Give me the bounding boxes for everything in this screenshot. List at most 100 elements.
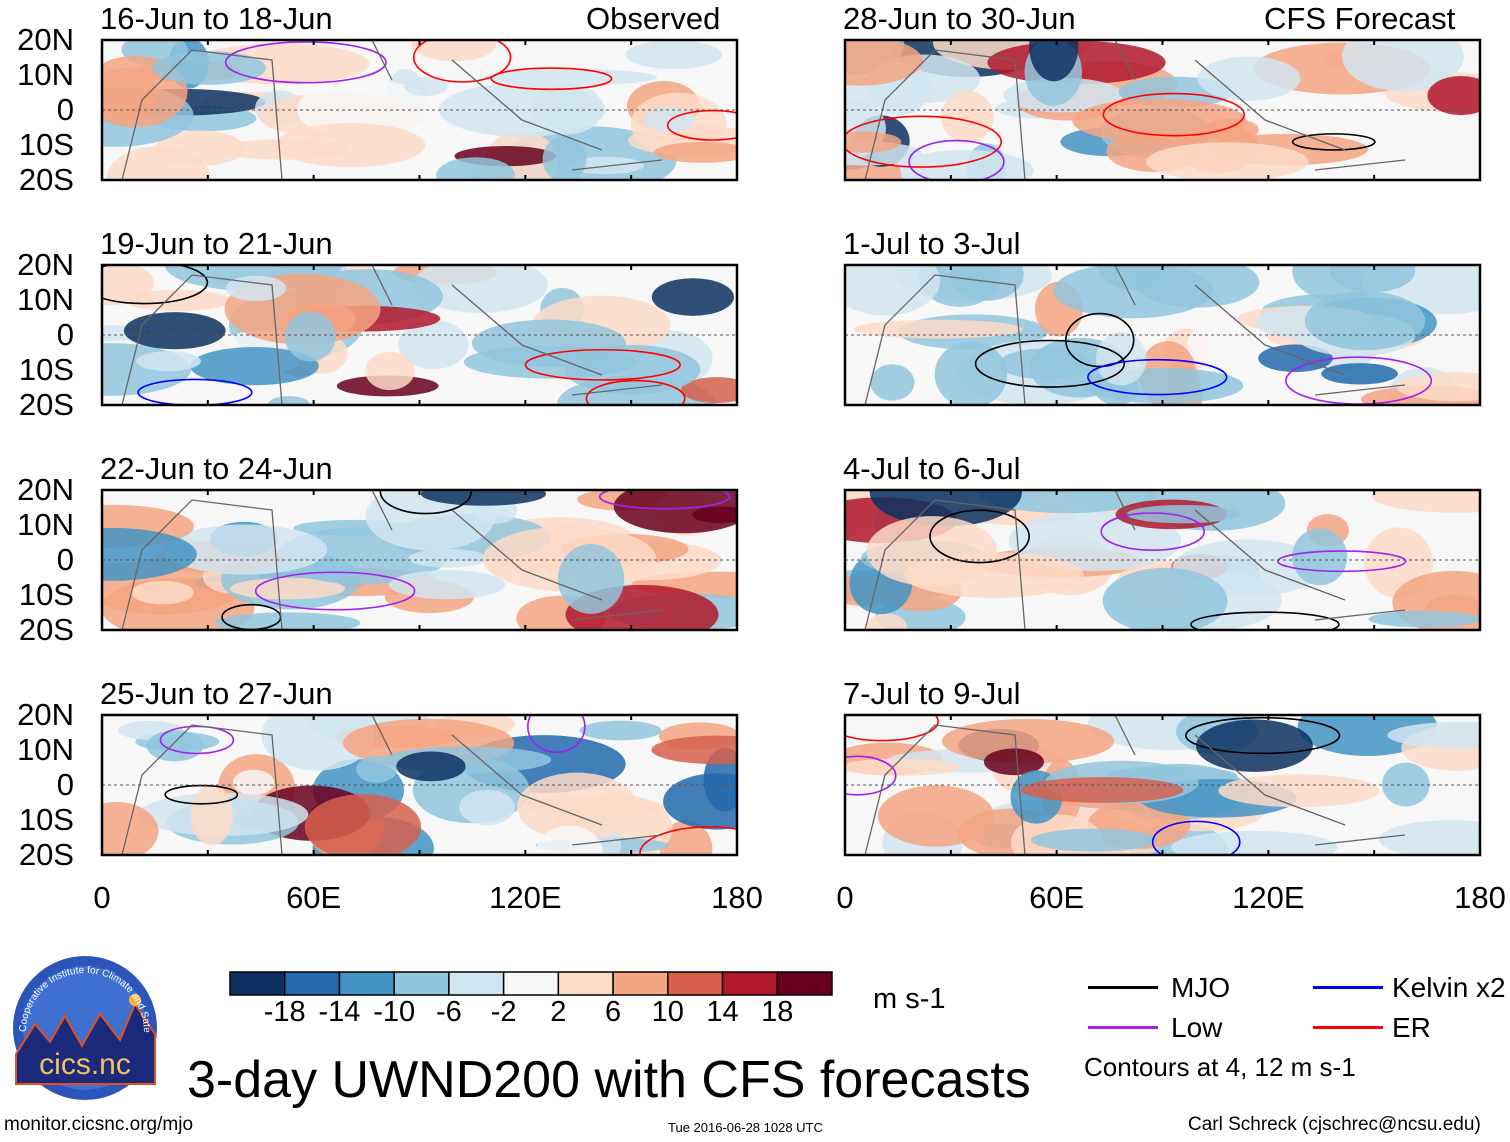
wind-anomaly-blob [894,150,1034,180]
colorbar-label: 14 [706,996,739,1028]
wind-anomaly-blob [1379,820,1480,855]
wind-anomaly-blob [680,377,737,403]
wind-anomaly-blob [459,789,515,826]
wind-anomaly-blob [1187,325,1230,364]
footer-credit: Carl Schreck (cjschrec@ncsu.edu) [1188,1114,1481,1135]
wave-contour [164,784,239,805]
wind-anomaly-blob [659,820,713,855]
colorbar-label: 10 [651,996,684,1028]
wind-anomaly-blob [1368,610,1480,628]
wind-anomaly-blob [978,490,1155,514]
lon-label: 60E [1029,880,1085,915]
lon-label: 120E [489,880,562,915]
lon-label: 120E [1232,880,1305,915]
wind-anomaly-blob [232,769,275,796]
forecast-header: CFS Forecast [1264,1,1456,36]
wind-anomaly-blob [1095,331,1147,386]
colorbar [229,971,833,996]
wind-anomaly-blob [146,730,204,762]
wind-anomaly-blob [267,396,310,405]
wind-anomaly-blob [557,543,625,614]
panel-title: 28-Jun to 30-Jun [843,1,1076,36]
wind-anomaly-blob [1321,363,1398,385]
lat-label: 0 [56,92,74,127]
wind-anomaly-blob [163,524,328,575]
colorbar-units: m s-1 [873,983,946,1015]
map-panels [100,38,1482,857]
wind-anomaly-blob [1072,98,1247,144]
lat-label: 10N [17,732,74,767]
wind-anomaly-blob [102,68,158,121]
colorbar-swatch [502,971,560,996]
colorbar-swatch [776,971,833,996]
colorbar-swatch [229,971,286,996]
panel-title: 22-Jun to 24-Jun [100,451,333,486]
panel-title: 1-Jul to 3-Jul [843,226,1021,261]
lat-label: 10S [18,352,74,387]
wave-contour [1276,550,1407,573]
wind-anomaly-blob [530,83,604,135]
legend-swatch-er [1313,1026,1383,1029]
coastline [864,265,1406,405]
wind-anomaly-blob [941,90,994,143]
footer-url[interactable]: monitor.cicsnc.org/mjo [4,1114,194,1135]
wind-anomaly-blob [102,527,197,581]
coastline [864,490,1406,630]
panel-title: 7-Jul to 9-Jul [843,676,1021,711]
wave-contour [1151,820,1241,855]
wind-anomaly-blob [579,720,662,741]
wind-anomaly-blob [1021,777,1184,803]
wind-anomaly-blob [398,320,469,370]
footer-timestamp: Tue 2016-06-28 1028 UTC [668,1120,823,1135]
wind-anomaly-blob [1102,567,1228,630]
wind-anomaly-blob [536,825,603,855]
wind-anomaly-blob [1146,142,1309,180]
wave-contour [908,139,1005,180]
wind-anomaly-blob [613,490,737,534]
cics-logo: Cooperative Institute for Climate and Sa… [10,954,157,1100]
wind-anomaly-blob [1329,265,1416,293]
wave-contour [1190,611,1340,630]
lat-label: 10S [18,802,74,837]
wind-anomaly-blob [1342,40,1464,92]
legend-label-kelvin: Kelvin x2 [1392,972,1506,1003]
wind-anomaly-blob [869,490,1022,527]
lat-label: 10S [18,577,74,612]
wind-anomaly-blob [651,735,737,765]
map-panel [100,263,739,407]
wind-anomaly-blob [1053,265,1213,319]
wind-anomaly-blob [934,341,1008,405]
observed-header: Observed [586,1,721,36]
wave-contour [1185,716,1341,755]
wind-anomaly-blob [136,351,201,372]
legend-swatch-kelvin [1313,986,1383,989]
wind-anomaly-blob [356,755,398,783]
colorbar-swatch [612,971,669,996]
wind-anomaly-blob [190,784,233,846]
wind-anomaly-blob [1171,830,1338,855]
wind-anomaly-blob [284,311,336,362]
map-panel [100,713,739,857]
legend-label-mjo: MJO [1171,972,1231,1003]
map-panel [843,38,1482,182]
coastline [121,265,663,405]
lon-label: 0 [836,880,854,915]
wind-anomaly-blob [653,141,737,163]
wave-contour [666,109,737,141]
wind-anomaly-blob [1030,828,1157,852]
lat-label: 10N [17,57,74,92]
lat-label: 10N [17,507,74,542]
wind-anomaly-blob [1387,721,1480,749]
colorbar-swatch [338,971,395,996]
colorbar-swatch [721,971,779,996]
wave-contour [639,826,737,855]
wind-anomaly-blob [625,40,722,69]
wave-contour [524,348,681,381]
wave-contour [379,490,473,515]
coastline [121,715,663,855]
wave-contour [102,265,209,305]
lat-label: 20S [18,387,74,422]
lat-label: 20N [17,697,74,732]
wind-anomaly-blob [275,123,426,168]
wind-anomaly-blob [941,718,1115,764]
